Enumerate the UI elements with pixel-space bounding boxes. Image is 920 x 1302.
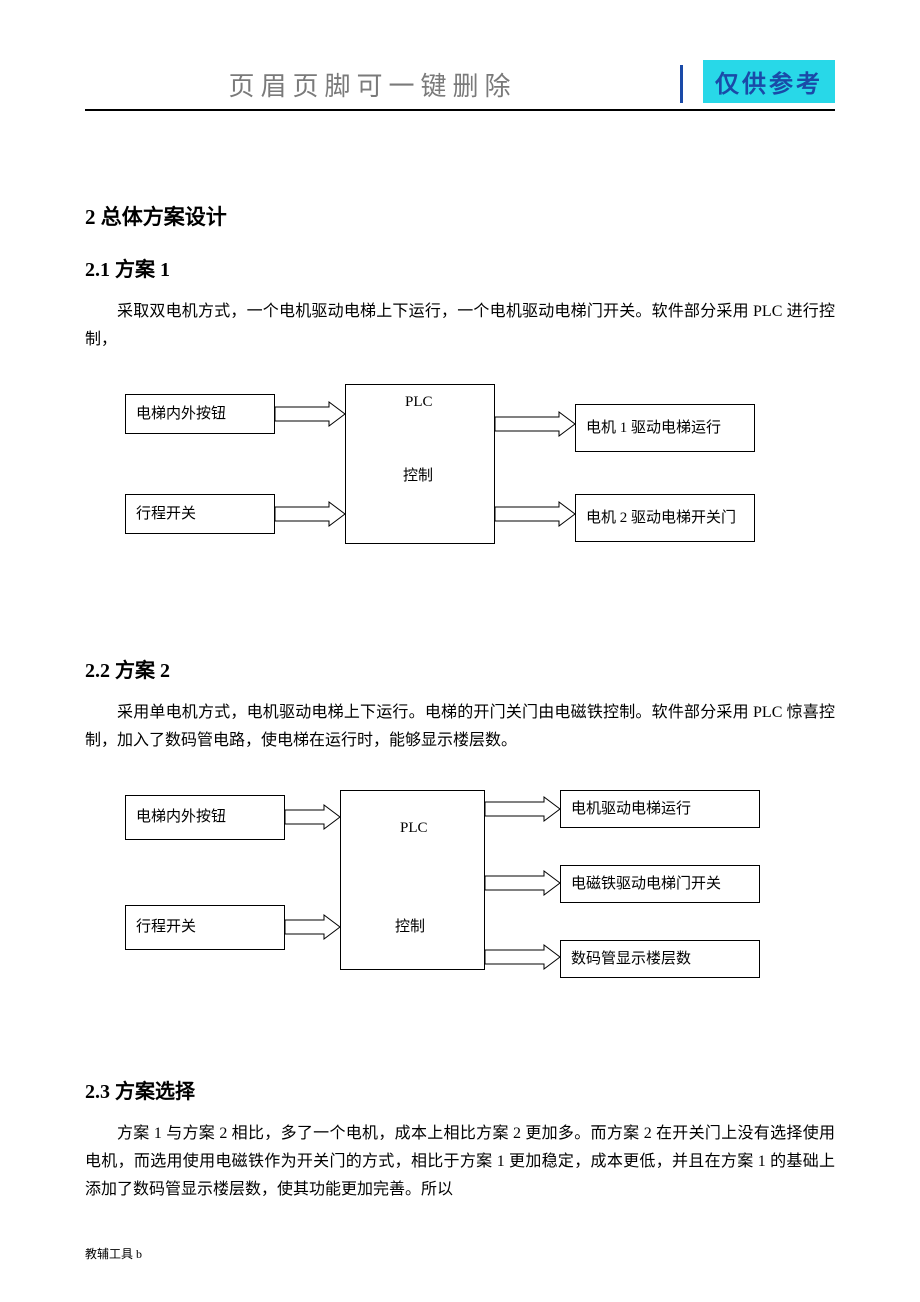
diagram-node-out1: 电机 1 驱动电梯运行	[575, 404, 755, 452]
footer-text: 教辅工具 b	[85, 1245, 142, 1262]
header-left-text: 页眉页脚可一键删除	[85, 66, 660, 103]
diagram-node-mid_top: PLC	[400, 820, 428, 837]
subsection-1-title: 2.1 方案 1	[85, 253, 835, 282]
header-divider	[680, 65, 683, 103]
diagram-node-in2: 行程开关	[125, 905, 285, 950]
diagram-node-out2: 电机 2 驱动电梯开关门	[575, 494, 755, 542]
diagram-node-mid_box	[340, 790, 485, 970]
diagram-node-in1: 电梯内外按钮	[125, 394, 275, 434]
subsection-1-text: 采取双电机方式，一个电机驱动电梯上下运行，一个电机驱动电梯门开关。软件部分采用 …	[85, 298, 835, 354]
subsection-2-text: 采用单电机方式，电机驱动电梯上下运行。电梯的开门关门由电磁铁控制。软件部分采用 …	[85, 699, 835, 755]
subsection-3-title: 2.3 方案选择	[85, 1075, 835, 1104]
section-title: 2 总体方案设计	[85, 201, 835, 231]
subsection-2-title: 2.2 方案 2	[85, 654, 835, 683]
diagram-node-in2: 行程开关	[125, 494, 275, 534]
page: 页眉页脚可一键删除 仅供参考 2 总体方案设计 2.1 方案 1 采取双电机方式…	[0, 0, 920, 1302]
diagram-node-out2: 电磁铁驱动电梯门开关	[560, 865, 760, 903]
diagram-node-in1: 电梯内外按钮	[125, 795, 285, 840]
diagram-node-mid_bot: 控制	[403, 464, 433, 485]
diagram-node-out3: 数码管显示楼层数	[560, 940, 760, 978]
diagram-node-mid_top: PLC	[405, 394, 433, 411]
header: 页眉页脚可一键删除 仅供参考	[85, 60, 835, 103]
diagram-node-mid_bot: 控制	[395, 915, 425, 936]
subsection-3-text: 方案 1 与方案 2 相比，多了一个电机，成本上相比方案 2 更加多。而方案 2…	[85, 1120, 835, 1204]
diagram-scheme-1: 电梯内外按钮行程开关 PLC 控制 电机 1 驱动电梯运行电机 2 驱动电梯开关门	[105, 394, 805, 594]
diagram-node-out1: 电机驱动电梯运行	[560, 790, 760, 828]
header-underline	[85, 109, 835, 111]
diagram-scheme-2: 电梯内外按钮行程开关PLC控制电机驱动电梯运行电磁铁驱动电梯门开关数码管显示楼层…	[105, 795, 825, 1015]
header-right-badge: 仅供参考	[703, 60, 835, 103]
